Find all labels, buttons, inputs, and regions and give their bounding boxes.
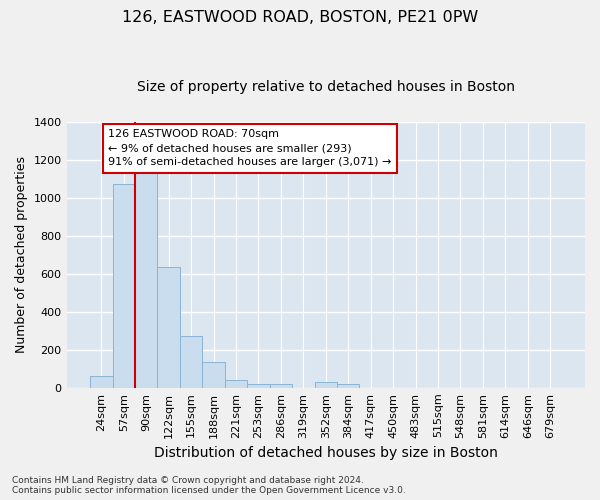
Bar [202,362,225,388]
Bar [180,336,202,388]
Bar [135,168,157,388]
Title: Size of property relative to detached houses in Boston: Size of property relative to detached ho… [137,80,515,94]
Bar [225,380,247,388]
Bar [157,267,180,388]
Bar [269,384,292,388]
Text: 126 EASTWOOD ROAD: 70sqm
← 9% of detached houses are smaller (293)
91% of semi-d: 126 EASTWOOD ROAD: 70sqm ← 9% of detache… [108,129,391,167]
X-axis label: Distribution of detached houses by size in Boston: Distribution of detached houses by size … [154,446,498,460]
Bar [113,184,135,388]
Y-axis label: Number of detached properties: Number of detached properties [15,156,28,353]
Bar [337,384,359,388]
Bar [247,384,269,388]
Text: Contains HM Land Registry data © Crown copyright and database right 2024.
Contai: Contains HM Land Registry data © Crown c… [12,476,406,495]
Bar [90,376,113,388]
Text: 126, EASTWOOD ROAD, BOSTON, PE21 0PW: 126, EASTWOOD ROAD, BOSTON, PE21 0PW [122,10,478,25]
Bar [314,382,337,388]
